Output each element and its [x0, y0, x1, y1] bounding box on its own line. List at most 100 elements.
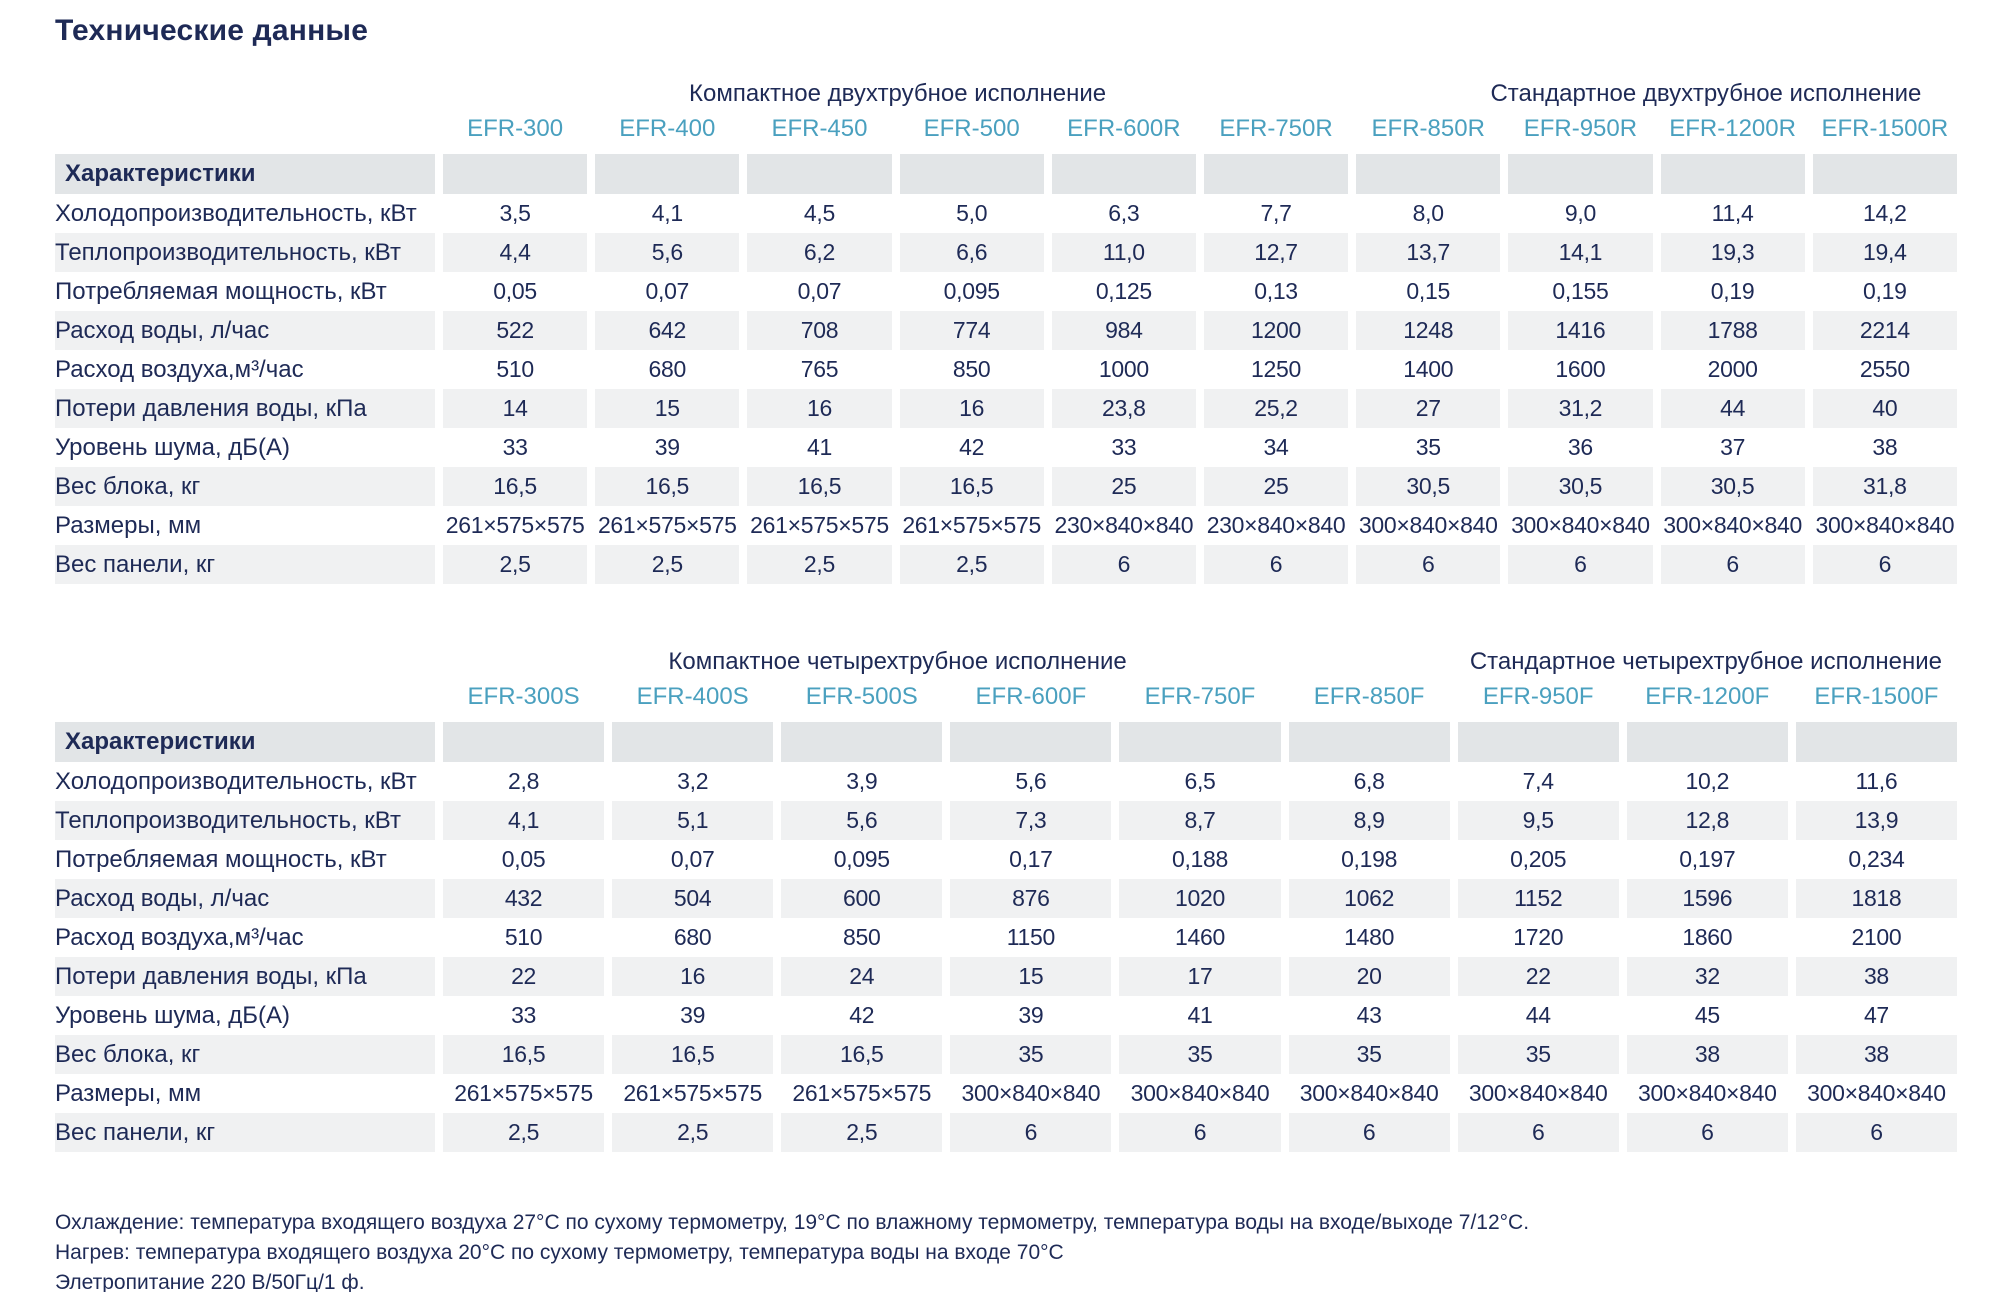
- value-cell: 8,9: [1288, 801, 1450, 840]
- value-cell: 25: [1051, 467, 1196, 506]
- value-cell: 0,13: [1254, 278, 1298, 304]
- value-cell: 2100: [1851, 924, 1902, 950]
- value-cell: 0,188: [1171, 846, 1229, 872]
- value-cell: 10,2: [1685, 768, 1730, 794]
- value-cell: 35: [1288, 1035, 1450, 1074]
- four-pipe-group-headers: Компактное четырехтрубное исполнение Ста…: [55, 640, 1957, 682]
- table-row: Размеры, мм 261×575×575 261×575×575 261×575…: [55, 506, 1957, 545]
- table-row: Расход воды, л/час 432 504 600 876 1020 1062 11…: [55, 879, 1957, 918]
- row-label: Потребляемая мощность, кВт: [55, 277, 387, 305]
- value-cell: 16,5: [899, 467, 1044, 506]
- characteristics-header-cell: [1119, 722, 1281, 762]
- value-cell: 11,6: [1855, 768, 1898, 794]
- footnote-power-supply: Элетропитание 220 В/50Гц/1 ф.: [55, 1271, 365, 1292]
- table-row: Теплопроизводительность, кВт 4,4 5,6 6,2 6,6…: [55, 233, 1957, 272]
- characteristics-header-cell: [1660, 154, 1805, 194]
- model-column-header: EFR-300S: [467, 683, 580, 710]
- model-column-header: EFR-400: [619, 115, 716, 142]
- value-cell: 6,8: [1353, 768, 1385, 794]
- characteristics-header-cell: [443, 154, 588, 194]
- value-cell: 40: [1812, 389, 1957, 428]
- two-pipe-specs-table: EFR-300 EFR-400 EFR-450 EFR-500 EFR-600R EFR-…: [47, 114, 1965, 584]
- model-column-header: EFR-450: [771, 115, 868, 142]
- value-cell: 1000: [1098, 356, 1149, 382]
- table-row: Расход воды, л/час 522 642 708 774 984 1200 124…: [55, 311, 1957, 350]
- value-cell: 0,197: [1679, 846, 1736, 872]
- value-cell: 1460: [1175, 924, 1225, 950]
- value-cell: 33: [502, 434, 528, 460]
- value-cell: 4,4: [443, 233, 588, 272]
- row-label: Расход воды, л/час: [55, 311, 435, 350]
- value-cell: 6: [1288, 1113, 1450, 1152]
- characteristics-header-cell: [781, 722, 943, 762]
- value-cell: 35: [950, 1035, 1112, 1074]
- value-cell: 27: [1356, 389, 1501, 428]
- value-cell: 300×840×840: [1663, 512, 1802, 538]
- value-cell: 300×840×840: [1815, 512, 1955, 538]
- value-cell: 1788: [1660, 311, 1805, 350]
- value-cell: 7,4: [1522, 768, 1554, 794]
- value-cell: 2,5: [443, 1113, 605, 1152]
- characteristics-header-cell: [1626, 722, 1788, 762]
- page-title: Технические данные: [55, 14, 369, 47]
- value-cell: 16: [612, 957, 774, 996]
- value-cell: 850: [843, 924, 881, 950]
- characteristics-header-cell: [747, 154, 892, 194]
- row-label: Вес панели, кг: [55, 1113, 435, 1152]
- characteristics-header-cell: [1288, 722, 1450, 762]
- value-cell: 38: [1795, 957, 1957, 996]
- value-cell: 984: [1051, 311, 1196, 350]
- model-column-header: EFR-750R: [1219, 115, 1333, 142]
- value-cell: 16,5: [595, 467, 740, 506]
- value-cell: 300×840×840: [1468, 1080, 1608, 1106]
- row-label: Уровень шума, дБ(А): [55, 433, 291, 461]
- value-cell: 2550: [1859, 356, 1910, 382]
- value-cell: 1400: [1403, 356, 1454, 382]
- value-cell: 3,5: [499, 200, 531, 226]
- value-cell: 0,05: [493, 278, 537, 304]
- table-row: Размеры, мм 261×575×575 261×575×575 261×575…: [55, 1074, 1957, 1113]
- row-label: Холодопроизводительность, кВт: [55, 767, 417, 795]
- characteristics-header-cell: [595, 154, 740, 194]
- value-cell: 16,5: [747, 467, 892, 506]
- value-cell: 2,5: [443, 545, 588, 584]
- standard-four-pipe-group-title: Стандартное четырехтрубное исполнение: [1469, 648, 1943, 675]
- value-cell: 11,0: [1051, 233, 1196, 272]
- value-cell: 5,6: [595, 233, 740, 272]
- value-cell: 1416: [1508, 311, 1653, 350]
- value-cell: 0,155: [1552, 278, 1609, 304]
- row-label: Расход воды, л/час: [55, 879, 435, 918]
- value-cell: 708: [747, 311, 892, 350]
- value-cell: 600: [781, 879, 943, 918]
- value-cell: 6,6: [899, 233, 1044, 272]
- table-row: Холодопроизводительность, кВт 2,8 3,2 3,9 5,…: [55, 762, 1957, 801]
- value-cell: 25,2: [1203, 389, 1349, 428]
- value-cell: 680: [648, 356, 687, 382]
- value-cell: 7,7: [1260, 200, 1292, 226]
- value-cell: 13,9: [1795, 801, 1957, 840]
- value-cell: 680: [673, 924, 712, 950]
- characteristics-header-label: Характеристики: [55, 154, 435, 194]
- table-row: Вес блока, кг 16,5 16,5 16,5 16,5 25 25 30,5 30,…: [55, 467, 1957, 506]
- two-pipe-group-headers: Компактное двухтрубное исполнение Станда…: [55, 72, 1957, 114]
- model-column-header: EFR-500: [923, 115, 1020, 142]
- value-cell: 35: [1119, 1035, 1281, 1074]
- value-cell: 14,2: [1863, 200, 1907, 226]
- value-cell: 11,4: [1711, 200, 1754, 226]
- value-cell: 0,07: [645, 278, 690, 304]
- table-row: Теплопроизводительность, кВт 4,1 5,1 5,6 7,3…: [55, 801, 1957, 840]
- table-row: Потери давления воды, кПа 22 16 24 15 17 20 22 3…: [55, 957, 1957, 996]
- table-row: Уровень шума, дБ(А) 33 39 42 39 41 43 44 45 47: [55, 996, 1957, 1035]
- row-label: Расход воздуха,м³/час: [55, 923, 304, 951]
- table-row: Потери давления воды, кПа 14 15 16 16 23,8 25,…: [55, 389, 1957, 428]
- value-cell: 6: [1660, 545, 1805, 584]
- model-column-header: EFR-600R: [1067, 115, 1181, 142]
- value-cell: 261×575×575: [597, 512, 737, 538]
- standard-two-pipe-group-title: Стандартное двухтрубное исполнение: [1490, 80, 1922, 107]
- value-cell: 6: [1051, 545, 1196, 584]
- value-cell: 30,5: [1356, 467, 1501, 506]
- value-cell: 16: [747, 389, 892, 428]
- row-label: Вес блока, кг: [55, 1035, 435, 1074]
- row-label: Холодопроизводительность, кВт: [55, 199, 417, 227]
